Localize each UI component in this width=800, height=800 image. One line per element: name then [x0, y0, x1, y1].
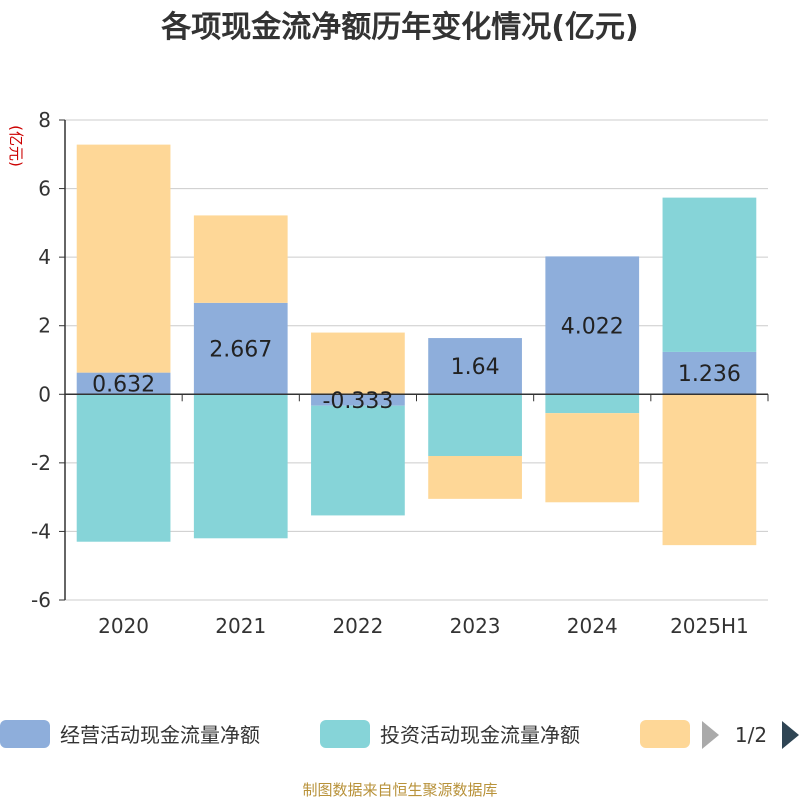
data-label-2021: 2.667 [209, 338, 272, 363]
bar-series3-2021[interactable] [193, 215, 288, 303]
bar-series1-2023[interactable] [428, 338, 522, 395]
legend-label-2[interactable]: 投资活动现金流量净额 [380, 723, 580, 747]
legend-label-1[interactable]: 经营活动现金流量净额 [60, 723, 260, 747]
bar-series1-2020[interactable] [76, 372, 171, 395]
chart-title: 各项现金流净额历年变化情况(亿元) [160, 10, 638, 45]
bar-series3-2024[interactable] [545, 413, 640, 503]
data-labels: 0.632 2.667 -0.333 1.64 4.022 1.236 [92, 314, 741, 414]
y-tick-label: -6 [31, 588, 51, 612]
bar-series2-2023[interactable] [428, 394, 522, 456]
bars [76, 144, 757, 546]
legend-swatch-2[interactable] [320, 720, 370, 748]
bar-series3-2020[interactable] [76, 144, 171, 373]
x-tick-label: 2020 [98, 614, 149, 638]
bar-series3-2022[interactable] [311, 332, 405, 395]
x-tick-label: 2024 [567, 614, 618, 638]
y-axis-label: (亿元) [7, 125, 25, 167]
data-label-2024: 4.022 [561, 314, 624, 339]
data-label-2025H1: 1.236 [678, 362, 741, 387]
triangle-right-icon[interactable] [782, 721, 799, 749]
bar-series2-2021[interactable] [193, 394, 288, 539]
triangle-left-icon[interactable] [702, 721, 719, 749]
y-tick-label: 2 [38, 314, 51, 338]
legend: 经营活动现金流量净额 投资活动现金流量净额 1/2 [0, 720, 799, 749]
y-tick-label: 0 [38, 382, 51, 406]
y-tick-label: 6 [38, 177, 51, 201]
x-tick-label: 2023 [450, 614, 501, 638]
legend-swatch-1[interactable] [0, 720, 50, 748]
y-tick-label: 8 [38, 108, 51, 132]
bar-series3-2025H1[interactable] [662, 394, 757, 546]
source-note: 制图数据来自恒生聚源数据库 [302, 781, 497, 799]
bar-series1-2021[interactable] [193, 302, 288, 395]
axes: 8 6 4 2 0 -2 -4 -6 2020 2021 2022 2023 2024 2025H1 [31, 108, 769, 638]
bar-series1-2024[interactable] [545, 256, 640, 395]
x-tick-label: 2025H1 [670, 614, 749, 638]
bar-series2-2020[interactable] [76, 394, 171, 542]
legend-swatch-3[interactable] [640, 720, 690, 748]
bar-series3-2023[interactable] [428, 456, 522, 499]
y-tick-label: 4 [38, 245, 51, 269]
x-tick-label: 2021 [215, 614, 266, 638]
bar-series2-2025H1[interactable] [662, 197, 757, 352]
y-tick-label: -2 [31, 451, 51, 475]
bar-series1-2022[interactable] [311, 394, 405, 406]
legend-page-indicator: 1/2 [735, 723, 767, 747]
data-label-2023: 1.64 [451, 355, 500, 380]
bar-series1-2025H1[interactable] [662, 351, 757, 395]
bar-series2-2022[interactable] [311, 405, 405, 516]
data-label-2022: -0.333 [322, 389, 393, 414]
y-tick-label: -4 [31, 519, 51, 543]
x-tick-label: 2022 [332, 614, 383, 638]
bar-series2-2024[interactable] [545, 394, 640, 414]
data-label-2020: 0.632 [92, 372, 155, 397]
